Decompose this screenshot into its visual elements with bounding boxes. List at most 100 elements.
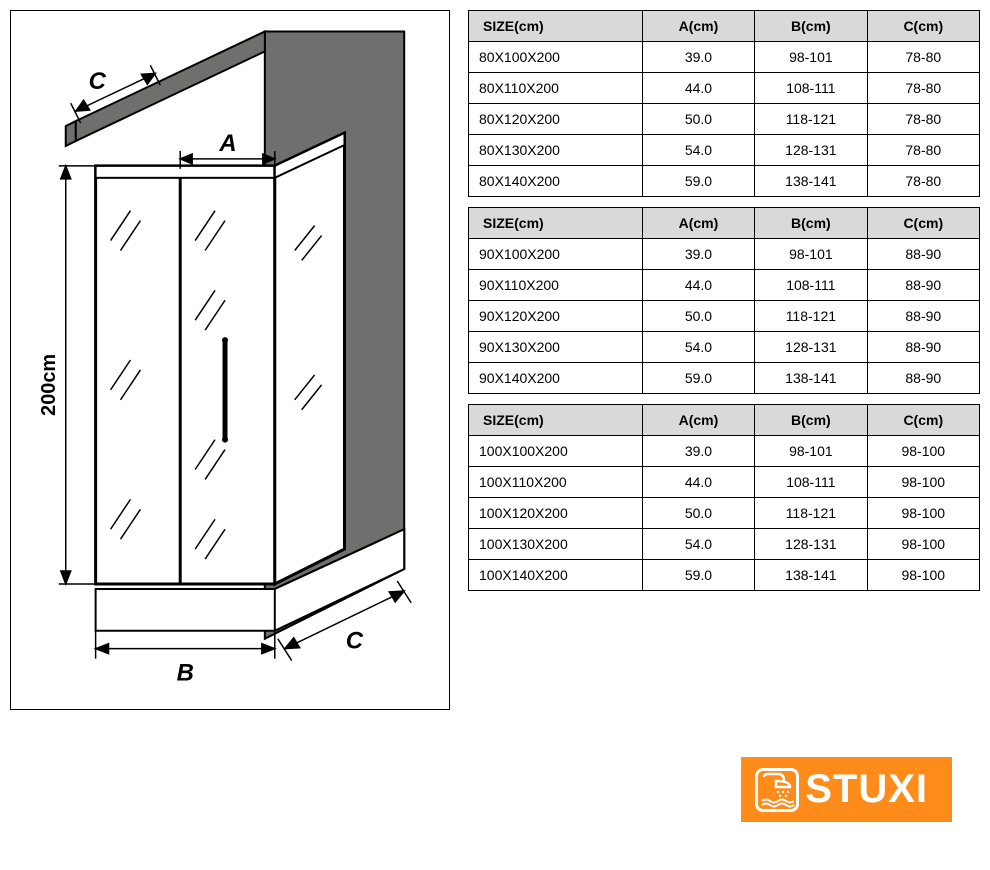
cell-a: 44.0 xyxy=(642,467,754,498)
cell-b: 138-141 xyxy=(755,560,867,591)
table-row: 80X140X20059.0138-14178-80 xyxy=(469,166,980,197)
cell-size: 100X110X200 xyxy=(469,467,643,498)
col-header-a: A(cm) xyxy=(642,405,754,436)
size-table: SIZE(cm)A(cm)B(cm)C(cm)100X100X20039.098… xyxy=(468,404,980,591)
cell-c: 98-100 xyxy=(867,467,979,498)
cell-size: 90X110X200 xyxy=(469,270,643,301)
cell-c: 78-80 xyxy=(867,166,979,197)
cell-c: 78-80 xyxy=(867,104,979,135)
col-header-a: A(cm) xyxy=(642,11,754,42)
table-row: 100X130X20054.0128-13198-100 xyxy=(469,529,980,560)
shower-enclosure-diagram: 200cm A C xyxy=(11,11,449,709)
cell-size: 80X100X200 xyxy=(469,42,643,73)
col-header-size: SIZE(cm) xyxy=(469,208,643,239)
col-header-b: B(cm) xyxy=(755,208,867,239)
cell-c: 98-100 xyxy=(867,529,979,560)
cell-size: 90X100X200 xyxy=(469,239,643,270)
table-row: 80X110X20044.0108-11178-80 xyxy=(469,73,980,104)
dim-c-bottom-label: C xyxy=(346,628,364,655)
cell-b: 98-101 xyxy=(755,42,867,73)
cell-c: 88-90 xyxy=(867,363,979,394)
cell-c: 88-90 xyxy=(867,301,979,332)
cell-size: 90X130X200 xyxy=(469,332,643,363)
cell-size: 90X140X200 xyxy=(469,363,643,394)
tables-panel: SIZE(cm)A(cm)B(cm)C(cm)80X100X20039.098-… xyxy=(460,10,980,710)
cell-c: 78-80 xyxy=(867,42,979,73)
cell-b: 108-111 xyxy=(755,270,867,301)
table-row: 90X140X20059.0138-14188-90 xyxy=(469,363,980,394)
cell-a: 50.0 xyxy=(642,104,754,135)
cell-c: 98-100 xyxy=(867,498,979,529)
cell-size: 100X140X200 xyxy=(469,560,643,591)
cell-a: 50.0 xyxy=(642,498,754,529)
col-header-a: A(cm) xyxy=(642,208,754,239)
dim-c-top-label: C xyxy=(89,68,107,95)
cell-size: 80X140X200 xyxy=(469,166,643,197)
cell-a: 39.0 xyxy=(642,436,754,467)
cell-c: 88-90 xyxy=(867,270,979,301)
cell-b: 108-111 xyxy=(755,467,867,498)
cell-c: 78-80 xyxy=(867,135,979,166)
cell-b: 128-131 xyxy=(755,529,867,560)
table-row: 100X100X20039.098-10198-100 xyxy=(469,436,980,467)
cell-size: 100X130X200 xyxy=(469,529,643,560)
cell-b: 138-141 xyxy=(755,363,867,394)
cell-a: 54.0 xyxy=(642,135,754,166)
diagram-panel: 200cm A C xyxy=(10,10,460,710)
cell-b: 98-101 xyxy=(755,239,867,270)
cell-a: 39.0 xyxy=(642,239,754,270)
cell-a: 54.0 xyxy=(642,332,754,363)
table-row: 90X110X20044.0108-11188-90 xyxy=(469,270,980,301)
cell-size: 80X130X200 xyxy=(469,135,643,166)
dim-b-label: B xyxy=(177,660,194,687)
height-label: 200cm xyxy=(38,354,60,416)
cell-size: 80X120X200 xyxy=(469,104,643,135)
cell-size: 80X110X200 xyxy=(469,73,643,104)
table-row: 100X120X20050.0118-12198-100 xyxy=(469,498,980,529)
cell-size: 100X100X200 xyxy=(469,436,643,467)
cell-b: 128-131 xyxy=(755,135,867,166)
cell-c: 98-100 xyxy=(867,560,979,591)
cell-a: 59.0 xyxy=(642,560,754,591)
col-header-c: C(cm) xyxy=(867,11,979,42)
cell-size: 90X120X200 xyxy=(469,301,643,332)
cell-c: 98-100 xyxy=(867,436,979,467)
brand-logo: STUXI xyxy=(741,757,952,822)
col-header-size: SIZE(cm) xyxy=(469,11,643,42)
cell-b: 118-121 xyxy=(755,301,867,332)
cell-b: 98-101 xyxy=(755,436,867,467)
col-header-c: C(cm) xyxy=(867,208,979,239)
cell-a: 59.0 xyxy=(642,166,754,197)
cell-c: 88-90 xyxy=(867,332,979,363)
cell-b: 138-141 xyxy=(755,166,867,197)
table-row: 80X120X20050.0118-12178-80 xyxy=(469,104,980,135)
table-row: 90X100X20039.098-10188-90 xyxy=(469,239,980,270)
cell-a: 39.0 xyxy=(642,42,754,73)
dim-a-label: A xyxy=(218,130,236,157)
table-row: 100X110X20044.0108-11198-100 xyxy=(469,467,980,498)
col-header-b: B(cm) xyxy=(755,11,867,42)
cell-a: 44.0 xyxy=(642,73,754,104)
col-header-b: B(cm) xyxy=(755,405,867,436)
logo-text: STUXI xyxy=(805,767,928,812)
size-table: SIZE(cm)A(cm)B(cm)C(cm)90X100X20039.098-… xyxy=(468,207,980,394)
cell-c: 78-80 xyxy=(867,73,979,104)
shower-icon xyxy=(755,768,799,812)
cell-c: 88-90 xyxy=(867,239,979,270)
cell-a: 44.0 xyxy=(642,270,754,301)
diagram-frame: 200cm A C xyxy=(10,10,450,710)
col-header-c: C(cm) xyxy=(867,405,979,436)
table-row: 90X120X20050.0118-12188-90 xyxy=(469,301,980,332)
size-table: SIZE(cm)A(cm)B(cm)C(cm)80X100X20039.098-… xyxy=(468,10,980,197)
cell-b: 108-111 xyxy=(755,73,867,104)
cell-size: 100X120X200 xyxy=(469,498,643,529)
cell-b: 118-121 xyxy=(755,498,867,529)
cell-a: 59.0 xyxy=(642,363,754,394)
cell-b: 128-131 xyxy=(755,332,867,363)
cell-a: 50.0 xyxy=(642,301,754,332)
col-header-size: SIZE(cm) xyxy=(469,405,643,436)
table-row: 80X100X20039.098-10178-80 xyxy=(469,42,980,73)
cell-b: 118-121 xyxy=(755,104,867,135)
table-row: 100X140X20059.0138-14198-100 xyxy=(469,560,980,591)
table-row: 80X130X20054.0128-13178-80 xyxy=(469,135,980,166)
